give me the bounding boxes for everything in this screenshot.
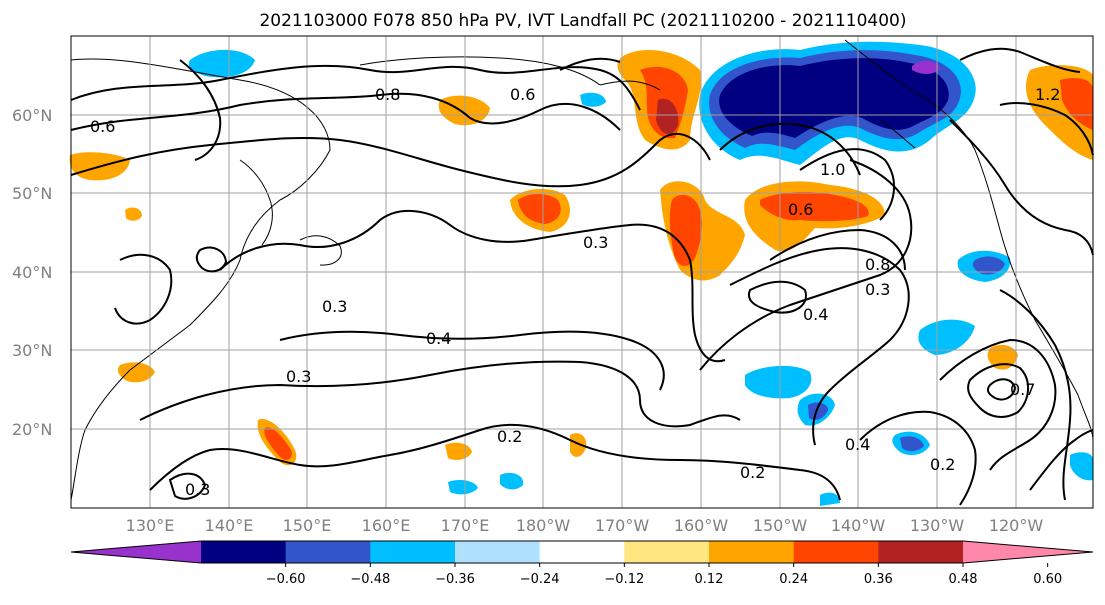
lon-label: 160°E (362, 516, 411, 535)
contour-label: 0.3 (583, 233, 608, 252)
colorbar-tick-label: −0.36 (435, 572, 475, 587)
lon-label: 140°W (831, 516, 886, 535)
colorbar-segment (201, 541, 287, 563)
lon-label: 170°E (441, 516, 490, 535)
contour-label: 1.2 (1035, 85, 1060, 104)
contour-label: 1.0 (820, 160, 845, 179)
lat-label: 50°N (12, 184, 52, 203)
colorbar-segment (963, 541, 1093, 563)
contour-label: 0.6 (788, 200, 813, 219)
pv-contours (70, 47, 1094, 506)
colorbar-tick-label: 0.12 (695, 572, 724, 587)
lon-label: 150°E (283, 516, 332, 535)
lon-label: 140°E (205, 516, 254, 535)
contour-label: 0.6 (90, 117, 115, 136)
lon-label: 130°W (910, 516, 965, 535)
colorbar-segment (370, 541, 456, 563)
colorbar-tick-label: −0.48 (350, 572, 390, 587)
contour-label: 0.2 (740, 463, 765, 482)
lat-label: 40°N (12, 263, 52, 282)
lat-label: 30°N (12, 341, 52, 360)
contour-label: 0.8 (865, 255, 890, 274)
contour-label: 0.3 (286, 367, 311, 386)
contour-label: 0.8 (375, 85, 400, 104)
contour-label: 0.6 (510, 85, 535, 104)
colorbar-tick-label: 0.60 (1033, 572, 1062, 587)
contour-label: 0.2 (930, 455, 955, 474)
contour-label: 0.4 (803, 305, 828, 324)
colorbar-segment (624, 541, 710, 563)
colorbar-tick-label: 0.48 (949, 572, 978, 587)
longitude-labels: 130°E 140°E 150°E 160°E 170°E 180°W 170°… (126, 516, 1044, 535)
lon-label: 160°W (674, 516, 729, 535)
colorbar-segment (285, 541, 371, 563)
graticule (71, 36, 1093, 508)
colorbar: −0.60 −0.48 −0.36 −0.24 −0.12 0.12 0.24 0.36 0.4… (70, 540, 1094, 587)
colorbar-segment (878, 541, 964, 563)
contour-label: 0.3 (865, 280, 890, 299)
map-title: 2021103000 F078 850 hPa PV, IVT Landfall… (259, 11, 906, 31)
pv-shading (69, 41, 1093, 506)
colorbar-segment (709, 541, 795, 563)
colorbar-tick-label: 0.36 (864, 572, 893, 587)
lon-label: 130°E (126, 516, 175, 535)
contour-label: 0.2 (497, 427, 522, 446)
contour-labels: 0.6 0.8 1.0 1.2 0.3 0.3 0.3 0.4 0.4 0.4 … (90, 85, 1060, 499)
colorbar-segment (539, 541, 625, 563)
coastlines (70, 39, 1094, 501)
lon-label: 180°W (516, 516, 571, 535)
latitude-labels: 60°N 50°N 40°N 30°N 20°N (12, 106, 52, 439)
lon-label: 170°W (595, 516, 650, 535)
colorbar-tick-label: −0.12 (604, 572, 644, 587)
colorbar-tick-label: −0.24 (520, 572, 560, 587)
contour-label: 0.3 (185, 480, 210, 499)
colorbar-tick-label: 0.24 (779, 572, 808, 587)
colorbar-segment (455, 541, 541, 563)
colorbar-outline (70, 540, 1094, 564)
colorbar-segment (71, 541, 201, 563)
map-frame (70, 35, 1094, 509)
lat-label: 20°N (12, 420, 52, 439)
contour-label: 0.7 (1010, 380, 1035, 399)
contour-label: 0.3 (322, 297, 347, 316)
lon-label: 120°W (989, 516, 1044, 535)
contour-label: 0.4 (426, 329, 451, 348)
colorbar-tick-label: −0.60 (266, 572, 306, 587)
contour-label: 0.4 (845, 435, 870, 454)
lat-label: 60°N (12, 106, 52, 125)
colorbar-segment (793, 541, 879, 563)
lon-label: 150°W (753, 516, 808, 535)
